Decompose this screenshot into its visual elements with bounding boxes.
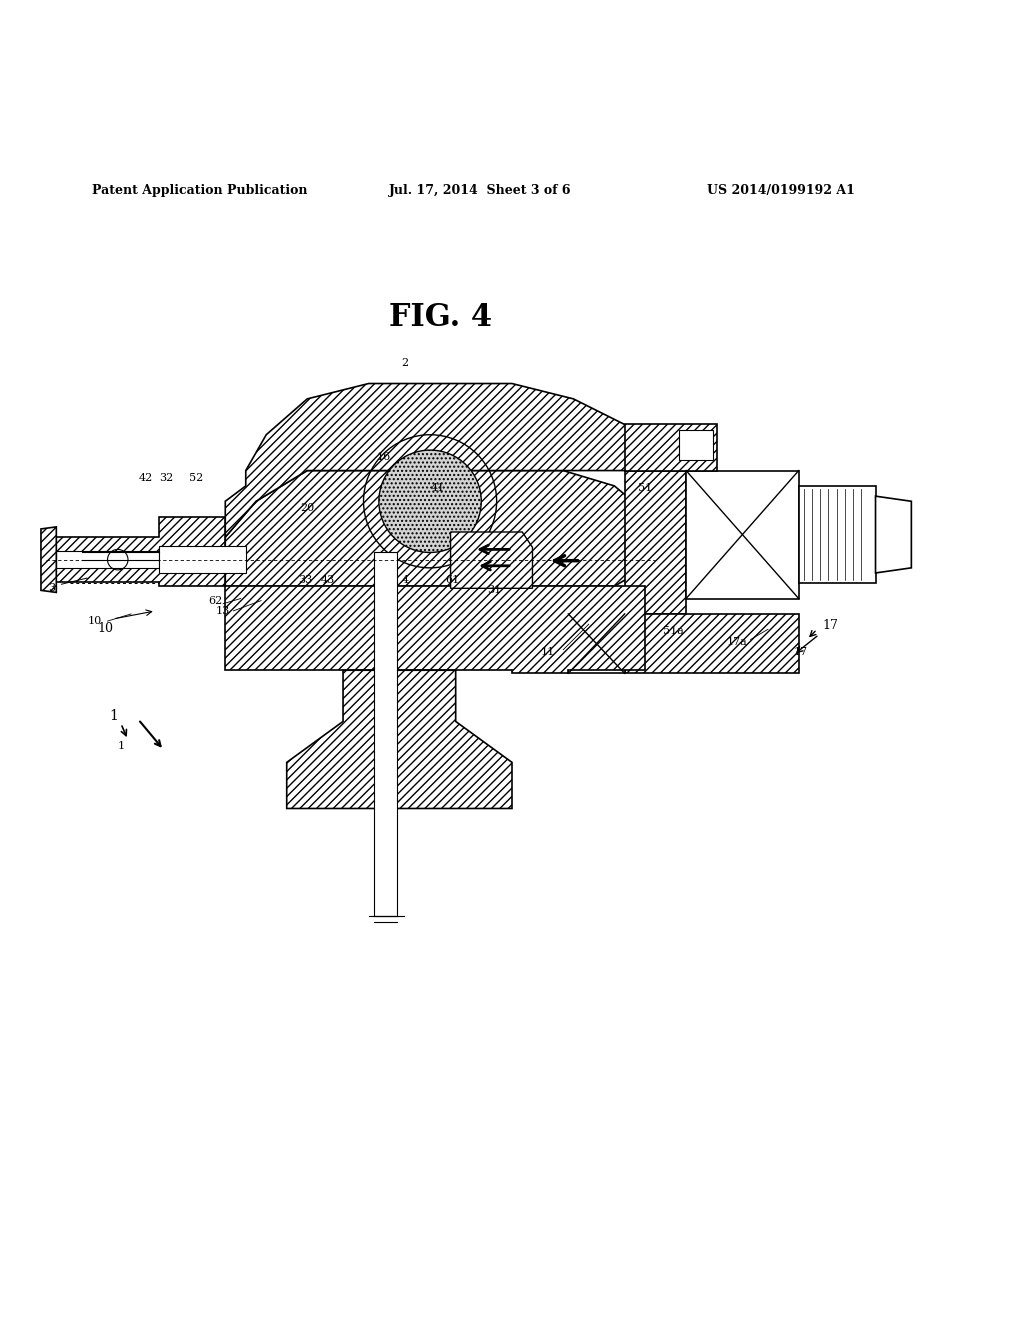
Polygon shape — [625, 614, 799, 673]
Polygon shape — [56, 516, 225, 586]
Polygon shape — [225, 586, 645, 673]
Text: 51a: 51a — [664, 626, 684, 636]
Text: 10: 10 — [97, 622, 114, 635]
Text: 17: 17 — [794, 647, 808, 657]
Polygon shape — [287, 671, 512, 808]
Text: 4: 4 — [402, 576, 409, 585]
Polygon shape — [451, 532, 532, 589]
Bar — [56, 552, 159, 568]
Text: 1: 1 — [118, 741, 124, 751]
Text: 16: 16 — [377, 453, 391, 462]
Text: 17a: 17a — [727, 636, 748, 647]
Polygon shape — [225, 384, 650, 537]
Polygon shape — [41, 527, 56, 593]
Polygon shape — [686, 470, 799, 598]
Polygon shape — [625, 425, 717, 470]
Text: 20: 20 — [300, 503, 314, 513]
Text: 13: 13 — [216, 606, 230, 616]
Polygon shape — [799, 486, 876, 583]
Text: Jul. 17, 2014  Sheet 3 of 6: Jul. 17, 2014 Sheet 3 of 6 — [389, 183, 571, 197]
Bar — [679, 429, 713, 461]
Text: 3: 3 — [48, 583, 54, 593]
Polygon shape — [225, 470, 645, 586]
Text: 42: 42 — [138, 473, 153, 483]
Text: 52: 52 — [189, 473, 204, 483]
Text: 61: 61 — [445, 576, 460, 585]
Text: FIG. 4: FIG. 4 — [389, 301, 493, 333]
Text: 41: 41 — [431, 483, 445, 492]
Text: 62: 62 — [208, 595, 222, 606]
Polygon shape — [568, 614, 625, 673]
Text: 33: 33 — [298, 576, 312, 585]
Text: 10: 10 — [88, 616, 102, 626]
Text: 11: 11 — [541, 647, 555, 657]
Bar — [159, 546, 246, 573]
Bar — [374, 553, 397, 916]
Circle shape — [379, 450, 481, 553]
Text: 32: 32 — [159, 473, 173, 483]
Text: 43: 43 — [321, 576, 335, 585]
Text: 51: 51 — [638, 483, 652, 492]
Text: 2: 2 — [401, 358, 408, 368]
Text: US 2014/0199192 A1: US 2014/0199192 A1 — [707, 183, 854, 197]
Polygon shape — [625, 470, 686, 614]
Polygon shape — [876, 496, 911, 573]
Text: 17: 17 — [822, 619, 839, 632]
Text: 31: 31 — [487, 585, 502, 595]
Text: Patent Application Publication: Patent Application Publication — [92, 183, 307, 197]
Text: 1: 1 — [109, 709, 118, 723]
